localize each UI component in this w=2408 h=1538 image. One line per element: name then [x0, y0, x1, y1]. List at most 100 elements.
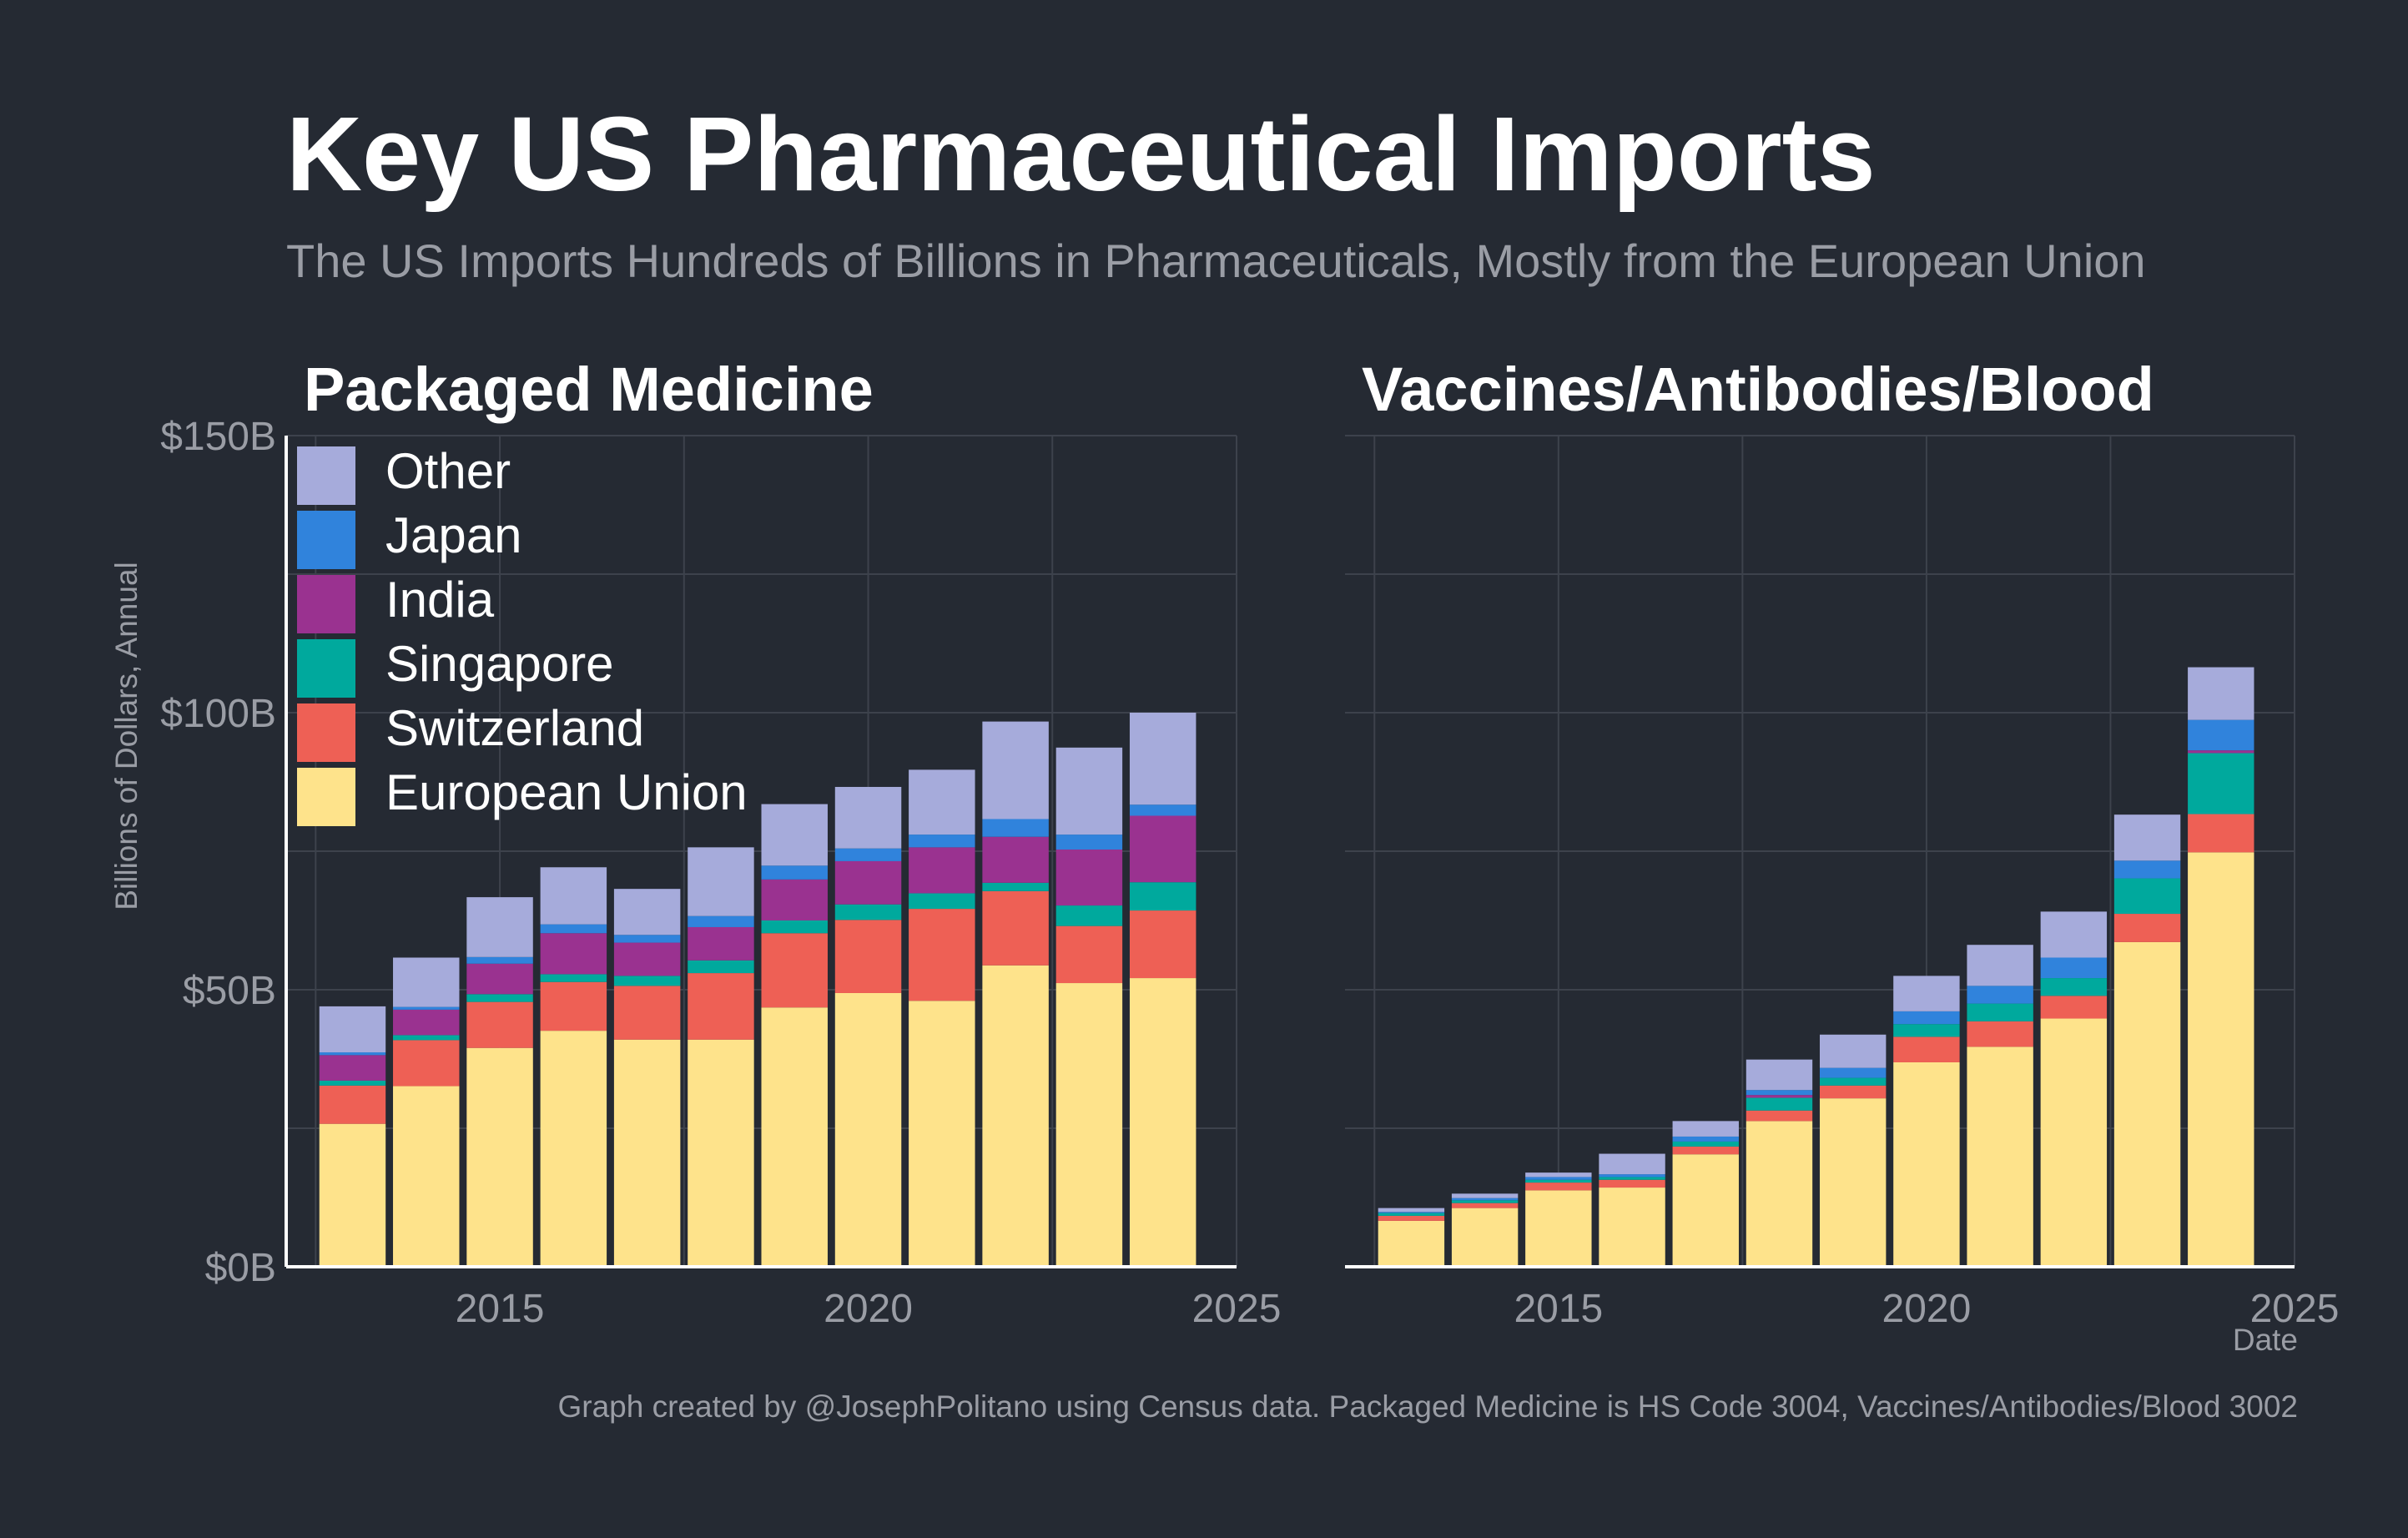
bar-segment-japan [393, 1006, 460, 1010]
bar-segment-european-union [834, 992, 902, 1267]
bar-segment-japan [2040, 957, 2108, 979]
bar-segment-other [1129, 713, 1196, 805]
bar-segment-other [1055, 747, 1123, 835]
bar-segment-european-union [1055, 983, 1123, 1267]
bar-segment-singapore [540, 974, 607, 982]
bar-segment-india [909, 847, 975, 894]
bar-segment-japan [613, 935, 681, 943]
bar-segment-japan [1820, 1067, 1887, 1078]
bar-segment-japan [1893, 1011, 1960, 1025]
bar-segment-india [834, 860, 902, 905]
bar-segment-european-union [1893, 1061, 1960, 1267]
bar-segment-japan [1746, 1090, 1813, 1096]
bar-segment-switzerland [1599, 1179, 1665, 1188]
bar-segment-european-union [393, 1086, 460, 1267]
bar-segment-switzerland [2113, 914, 2181, 942]
bar-segment-singapore [1451, 1200, 1519, 1203]
bar-segment-japan [1672, 1136, 1739, 1142]
bar-segment-india [393, 1009, 460, 1036]
bar-segment-european-union [2040, 1018, 2108, 1267]
bar-segment-singapore [466, 994, 533, 1002]
bar-segment-european-union [2113, 941, 2181, 1267]
bar-segment-switzerland [1055, 925, 1123, 984]
bar-segment-singapore [1599, 1177, 1665, 1180]
bar-segment-european-union [319, 1123, 386, 1267]
bar-segment-switzerland [1378, 1215, 1445, 1221]
bar-segment-japan [1129, 804, 1196, 816]
bar-segment-switzerland [466, 1001, 533, 1048]
bar-segment-other [1599, 1153, 1665, 1175]
bar-segment-european-union [1451, 1208, 1519, 1267]
bar-segment-other [2040, 911, 2108, 958]
bar-segment-european-union [982, 965, 1049, 1267]
bar-segment-japan [1599, 1174, 1665, 1177]
legend-swatch-india [297, 575, 355, 633]
bar-segment-india [319, 1055, 386, 1081]
x-axis-label: Date [2232, 1323, 2298, 1357]
bar-segment-switzerland [319, 1085, 386, 1124]
bar-segment-other [834, 786, 902, 849]
page-subtitle: The US Imports Hundreds of Billions in P… [286, 234, 2146, 287]
bar-segment-india [2188, 750, 2254, 754]
y-tick-label: $150B [160, 415, 276, 459]
bar-segment-singapore [2188, 753, 2254, 814]
bar-segment-singapore [2040, 978, 2108, 996]
bar-segment-japan [909, 835, 975, 848]
bar-segment-other [688, 847, 754, 916]
bar-segment-india [1129, 815, 1196, 883]
bar-segment-singapore [1525, 1179, 1592, 1183]
bar-segment-other [2113, 814, 2181, 861]
bar-segment-other [1378, 1208, 1445, 1213]
bar-segment-european-union [1378, 1220, 1445, 1267]
bar-segment-switzerland [761, 933, 828, 1008]
bar-segment-india [982, 836, 1049, 883]
bar-segment-european-union [613, 1039, 681, 1267]
bar-segment-japan [982, 819, 1049, 837]
bar-segment-other [1451, 1193, 1519, 1198]
bar-segment-other [1967, 945, 2033, 986]
legend-label-japan: Japan [385, 507, 521, 563]
bar-segment-switzerland [1820, 1085, 1887, 1099]
legend-swatch-other [297, 446, 355, 505]
bar-segment-switzerland [1967, 1021, 2033, 1047]
bar-segment-india [688, 926, 754, 961]
bar-segment-singapore [688, 960, 754, 974]
bar-segment-japan [540, 924, 607, 934]
bar-segment-india [1055, 850, 1123, 906]
bar-segment-singapore [761, 920, 828, 934]
bar-segment-other [1820, 1034, 1887, 1068]
bar-segment-other [393, 957, 460, 1007]
bar-segment-singapore [393, 1035, 460, 1041]
bar-segment-india [613, 942, 681, 976]
bar-segment-singapore [1820, 1077, 1887, 1086]
bar-segment-singapore [1672, 1141, 1739, 1147]
x-tick-label: 2020 [1882, 1287, 1972, 1331]
legend-swatch-singapore [297, 639, 355, 698]
bar-segment-switzerland [982, 890, 1049, 966]
x-tick-label: 2025 [2250, 1287, 2340, 1331]
bar-segment-switzerland [1451, 1203, 1519, 1208]
bar-segment-other [540, 867, 607, 925]
bar-segment-japan [761, 865, 828, 880]
bar-segment-european-union [909, 1001, 975, 1267]
legend-label-other: Other [385, 443, 511, 499]
legend-label-switzerland: Switzerland [385, 700, 644, 756]
bar-segment-switzerland [688, 973, 754, 1040]
y-tick-label: $0B [205, 1246, 276, 1290]
bar-segment-japan [1451, 1198, 1519, 1201]
bar-segment-other [909, 769, 975, 835]
bar-segment-singapore [1378, 1213, 1445, 1216]
bar-segment-india [540, 933, 607, 975]
bar-segment-singapore [1893, 1024, 1960, 1037]
bar-segment-switzerland [2188, 814, 2254, 853]
bar-segment-singapore [1746, 1097, 1813, 1111]
bar-segment-japan [2113, 860, 2181, 879]
bar-segment-european-union [688, 1039, 754, 1267]
bar-segment-other [613, 889, 681, 935]
panel-title-1: Vaccines/Antibodies/Blood [1362, 355, 2154, 424]
x-tick-label: 2025 [1192, 1287, 1282, 1331]
bar-segment-singapore [613, 976, 681, 986]
legend-label-india: India [385, 572, 495, 628]
bar-segment-other [466, 897, 533, 957]
